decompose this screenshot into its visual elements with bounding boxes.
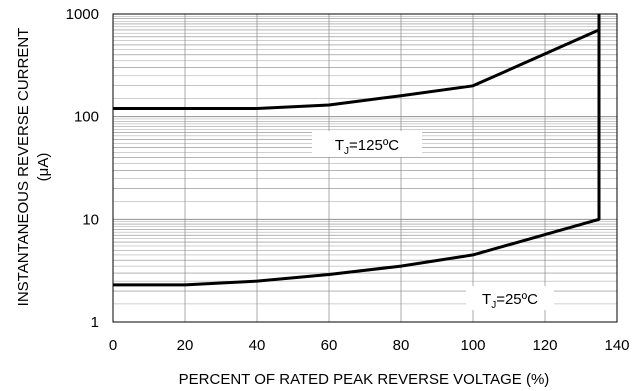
series-lines xyxy=(113,14,601,287)
y-axis-label-line1: INSTANTANEOUS REVERSE CURRENT xyxy=(15,28,32,307)
y-axis-label-group: INSTANTANEOUS REVERSE CURRENT (μA) xyxy=(15,28,52,307)
x-tick-label: 60 xyxy=(321,337,338,354)
series-label-0: TJ=125ºC xyxy=(335,137,399,157)
y-axis-label-line2: (μA) xyxy=(35,153,52,182)
series-label-bg xyxy=(466,286,554,310)
y-tick-label: 100 xyxy=(74,109,99,126)
grid xyxy=(113,14,617,322)
series-line-1 xyxy=(113,14,601,287)
x-tick-label: 120 xyxy=(532,337,557,354)
y-tick-label: 1000 xyxy=(66,6,99,23)
x-tick-label: 40 xyxy=(249,337,266,354)
x-tick-label: 140 xyxy=(604,337,629,354)
series-label-bg xyxy=(312,131,422,157)
x-tick-label: 20 xyxy=(177,337,194,354)
y-tick-label: 10 xyxy=(82,211,99,228)
series-annotations: TJ=125ºC TJ=25ºC xyxy=(312,131,554,311)
x-axis-label: PERCENT OF RATED PEAK REVERSE VOLTAGE (%… xyxy=(179,371,550,388)
x-tick-label: 0 xyxy=(109,337,117,354)
y-tick-label: 1 xyxy=(91,314,99,331)
tick-labels: 0 20 40 60 80 100 120 140 1 10 100 1000 xyxy=(66,6,630,354)
x-tick-label: 80 xyxy=(393,337,410,354)
x-tick-label: 100 xyxy=(460,337,485,354)
plot-frame xyxy=(112,13,618,323)
series-line-0 xyxy=(113,14,601,110)
series-label-1: TJ=25ºC xyxy=(482,291,538,311)
